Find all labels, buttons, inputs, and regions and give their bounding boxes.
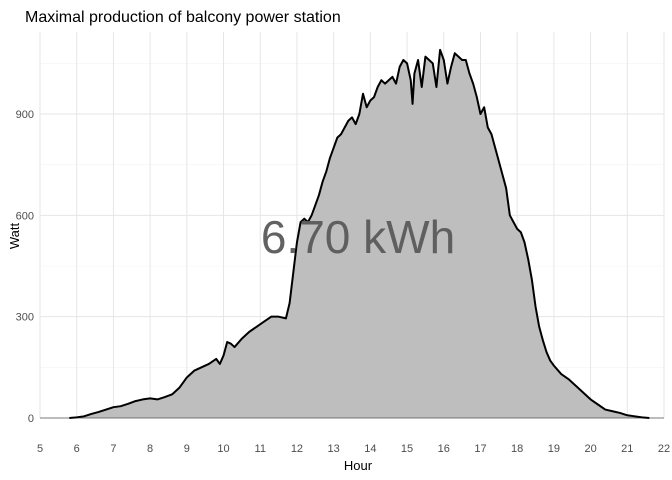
y-tick-label: 900 [16,109,34,121]
x-tick-label: 20 [584,443,596,455]
production-area [69,49,650,418]
x-tick-label: 16 [438,443,450,455]
production-line [69,48,650,419]
y-tick-label: 0 [28,413,34,425]
x-axis-ticks: 5 6 7 8 9 10 11 12 13 14 15 16 17 18 19 20 21 22 [37,443,670,455]
x-tick-label: 12 [291,443,303,455]
x-tick-label: 8 [147,443,153,455]
x-tick-label: 5 [37,443,43,455]
y-tick-label: 600 [16,210,34,222]
x-tick-label: 7 [110,443,116,455]
x-tick-label: 9 [184,443,190,455]
energy-total-annotation: 6.70 kWh [261,211,455,263]
x-tick-label: 15 [401,443,413,455]
x-tick-label: 21 [621,443,633,455]
x-axis-label: Hour [344,458,373,473]
x-tick-label: 17 [474,443,486,455]
chart-title: Maximal production of balcony power stat… [25,9,341,26]
x-tick-label: 14 [364,443,376,455]
x-tick-label: 13 [328,443,340,455]
y-axis-label: Watt [7,222,22,249]
y-tick-label: 300 [16,312,34,324]
x-tick-label: 6 [74,443,80,455]
y-axis-ticks: 0 300 600 900 [16,109,34,425]
x-tick-label: 22 [658,443,670,455]
x-tick-label: 10 [217,443,229,455]
x-tick-label: 19 [548,443,560,455]
x-tick-label: 18 [511,443,523,455]
x-tick-label: 11 [255,443,266,455]
